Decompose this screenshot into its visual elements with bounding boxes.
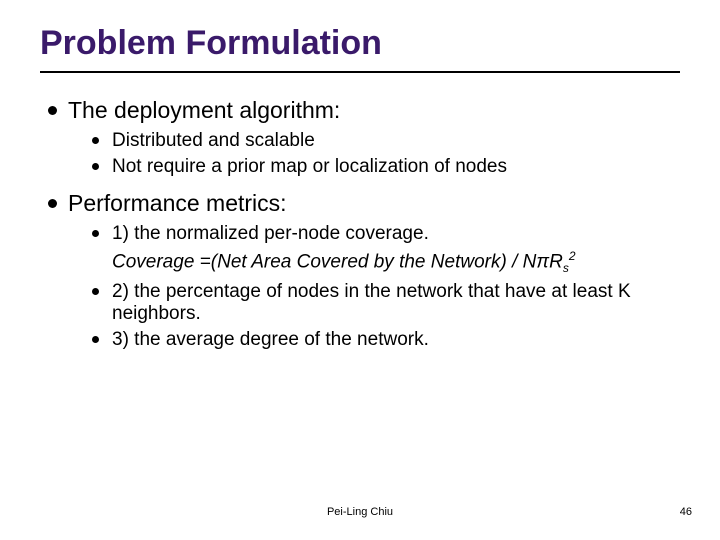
list-item-text: 1) the normalized per-node coverage. <box>112 223 429 244</box>
list-item: Distributed and scalable <box>40 130 680 152</box>
list-item: 2) the percentage of nodes in the networ… <box>40 281 680 325</box>
bullet-icon <box>92 288 99 295</box>
formula-part: Net Area Covered by the Network <box>217 251 500 272</box>
section-heading: The deployment algorithm: <box>40 97 680 124</box>
slide: Problem Formulation The deployment algor… <box>0 0 720 540</box>
list-item: 3) the average degree of the network. <box>40 329 680 351</box>
formula-part: ) / N <box>500 251 536 272</box>
list-item-text: Not require a prior map or localization … <box>112 156 507 177</box>
formula-pi: π <box>536 251 549 272</box>
bullet-icon <box>92 137 99 144</box>
bullet-icon <box>48 106 57 115</box>
list-item: Not require a prior map or localization … <box>40 156 680 178</box>
coverage-formula: Coverage =(Net Area Covered by the Netwo… <box>112 249 680 275</box>
section-heading: Performance metrics: <box>40 190 680 217</box>
list-item: 1) the normalized per-node coverage. <box>40 223 680 245</box>
bullet-icon <box>92 163 99 170</box>
formula-subscript: s <box>563 261 569 275</box>
footer: Pei-Ling Chiu 46 <box>0 506 720 518</box>
bullet-icon <box>92 336 99 343</box>
list-item-text: 2) the percentage of nodes in the networ… <box>112 281 631 324</box>
title-rule <box>40 71 680 73</box>
footer-author: Pei-Ling Chiu <box>0 506 720 518</box>
list-item-text: Distributed and scalable <box>112 130 315 151</box>
section-heading-text: The deployment algorithm: <box>68 97 340 123</box>
formula-superscript: 2 <box>569 249 576 263</box>
formula-R: R <box>549 251 563 272</box>
section-heading-text: Performance metrics: <box>68 190 287 216</box>
bullet-icon <box>92 230 99 237</box>
list-item-text: 3) the average degree of the network. <box>112 329 429 350</box>
formula-part: Coverage =( <box>112 251 217 272</box>
slide-title: Problem Formulation <box>40 24 680 63</box>
bullet-icon <box>48 199 57 208</box>
footer-page-number: 46 <box>680 506 692 518</box>
